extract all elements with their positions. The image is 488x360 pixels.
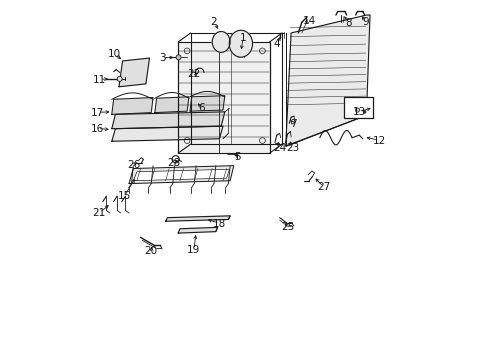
Text: 20: 20: [144, 246, 158, 256]
Polygon shape: [112, 112, 224, 129]
Polygon shape: [155, 97, 188, 113]
Text: 8: 8: [345, 18, 351, 28]
Text: 28: 28: [166, 158, 180, 168]
Polygon shape: [178, 42, 269, 153]
Circle shape: [176, 55, 181, 60]
Polygon shape: [178, 227, 217, 233]
Text: 7: 7: [289, 120, 296, 129]
Text: 16: 16: [91, 124, 104, 134]
Text: 13: 13: [352, 107, 365, 117]
Bar: [344, 97, 372, 118]
Polygon shape: [285, 15, 369, 146]
Text: 12: 12: [371, 136, 385, 145]
Text: 4: 4: [273, 39, 280, 49]
Circle shape: [363, 111, 366, 113]
Ellipse shape: [212, 32, 230, 52]
Text: 15: 15: [118, 191, 131, 201]
Polygon shape: [119, 58, 149, 87]
Text: 11: 11: [92, 75, 106, 85]
Polygon shape: [190, 96, 224, 111]
Circle shape: [355, 108, 359, 112]
Text: 1: 1: [239, 33, 245, 43]
Text: 14: 14: [303, 16, 316, 26]
Text: 24: 24: [272, 143, 285, 153]
Circle shape: [117, 76, 122, 81]
Polygon shape: [133, 169, 229, 181]
Text: 27: 27: [316, 182, 329, 192]
Text: 5: 5: [234, 152, 240, 162]
Text: 22: 22: [187, 69, 201, 79]
Text: 19: 19: [186, 245, 200, 255]
Polygon shape: [165, 216, 230, 221]
Text: 25: 25: [280, 222, 294, 232]
Text: 23: 23: [285, 143, 299, 153]
Text: 9: 9: [362, 17, 368, 27]
Text: 21: 21: [92, 208, 106, 218]
Ellipse shape: [229, 30, 252, 57]
Polygon shape: [112, 126, 223, 141]
Text: 2: 2: [210, 17, 217, 27]
Polygon shape: [129, 166, 233, 184]
Text: 26: 26: [127, 159, 141, 170]
Text: 17: 17: [91, 108, 104, 118]
Text: 10: 10: [108, 49, 121, 59]
Text: 3: 3: [159, 53, 165, 63]
Polygon shape: [112, 98, 153, 114]
Text: 18: 18: [212, 219, 225, 229]
Text: 6: 6: [198, 103, 204, 113]
